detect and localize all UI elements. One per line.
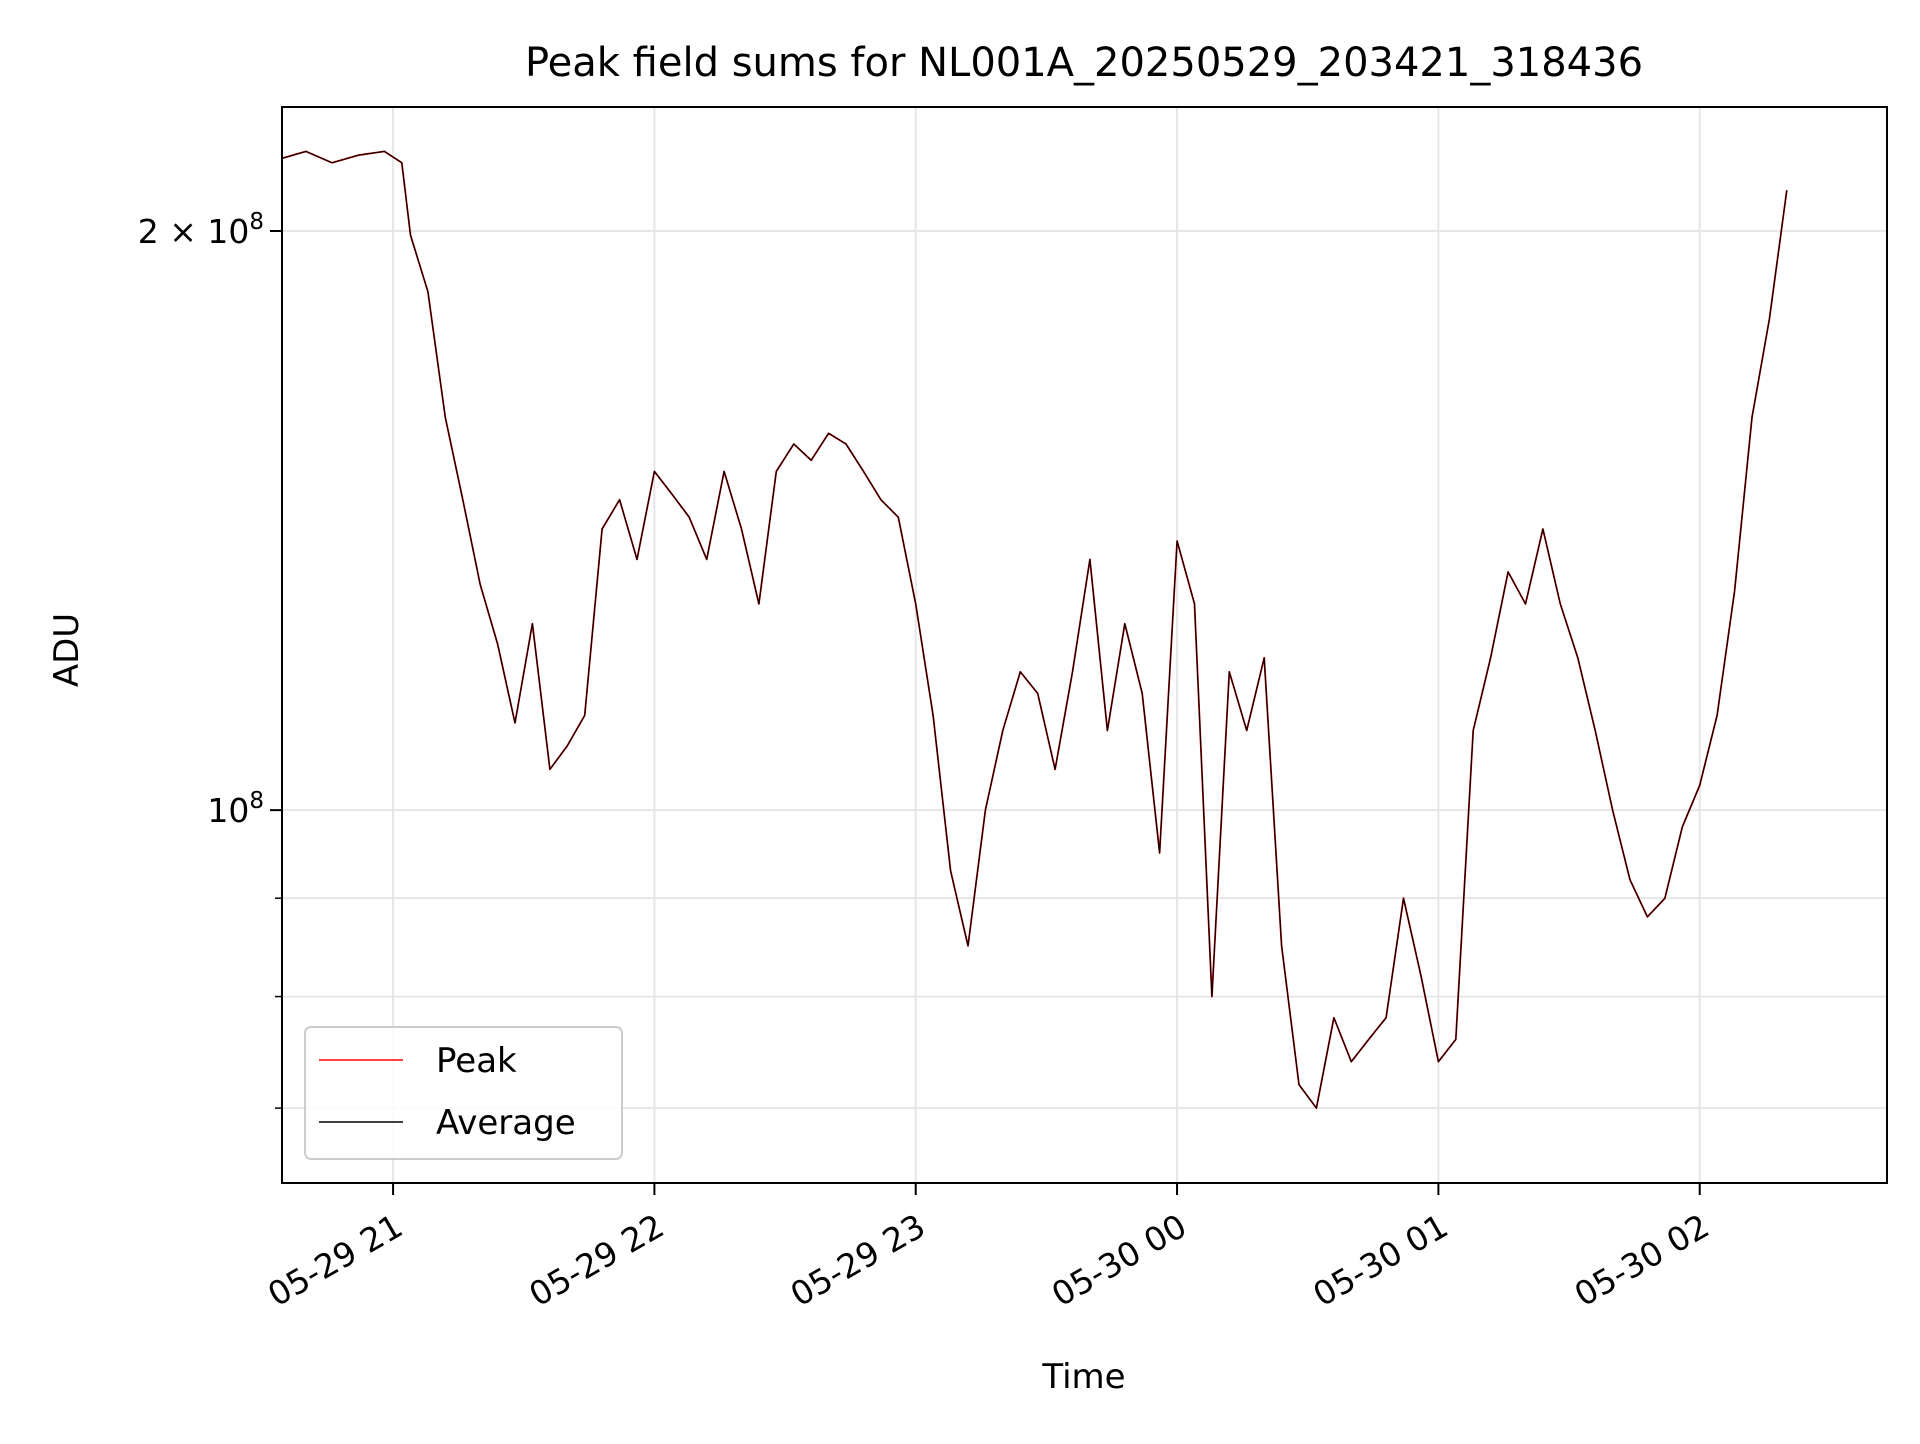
grid xyxy=(282,107,1887,1183)
legend: Peak Average xyxy=(304,1026,623,1160)
y-tick-label: 2 × 108 xyxy=(138,209,264,251)
series-lines xyxy=(282,150,1788,1109)
series-line-average xyxy=(282,150,1788,1109)
x-axis-label: Time xyxy=(1041,1357,1125,1397)
legend-label-peak: Peak xyxy=(436,1041,517,1081)
y-axis-label: ADU xyxy=(47,613,87,687)
chart-title: Peak field sums for NL001A_20250529_2034… xyxy=(525,40,1643,86)
y-tick-label: 108 xyxy=(207,788,264,830)
plot-frame xyxy=(281,106,1888,1184)
legend-label-average: Average xyxy=(436,1103,576,1143)
